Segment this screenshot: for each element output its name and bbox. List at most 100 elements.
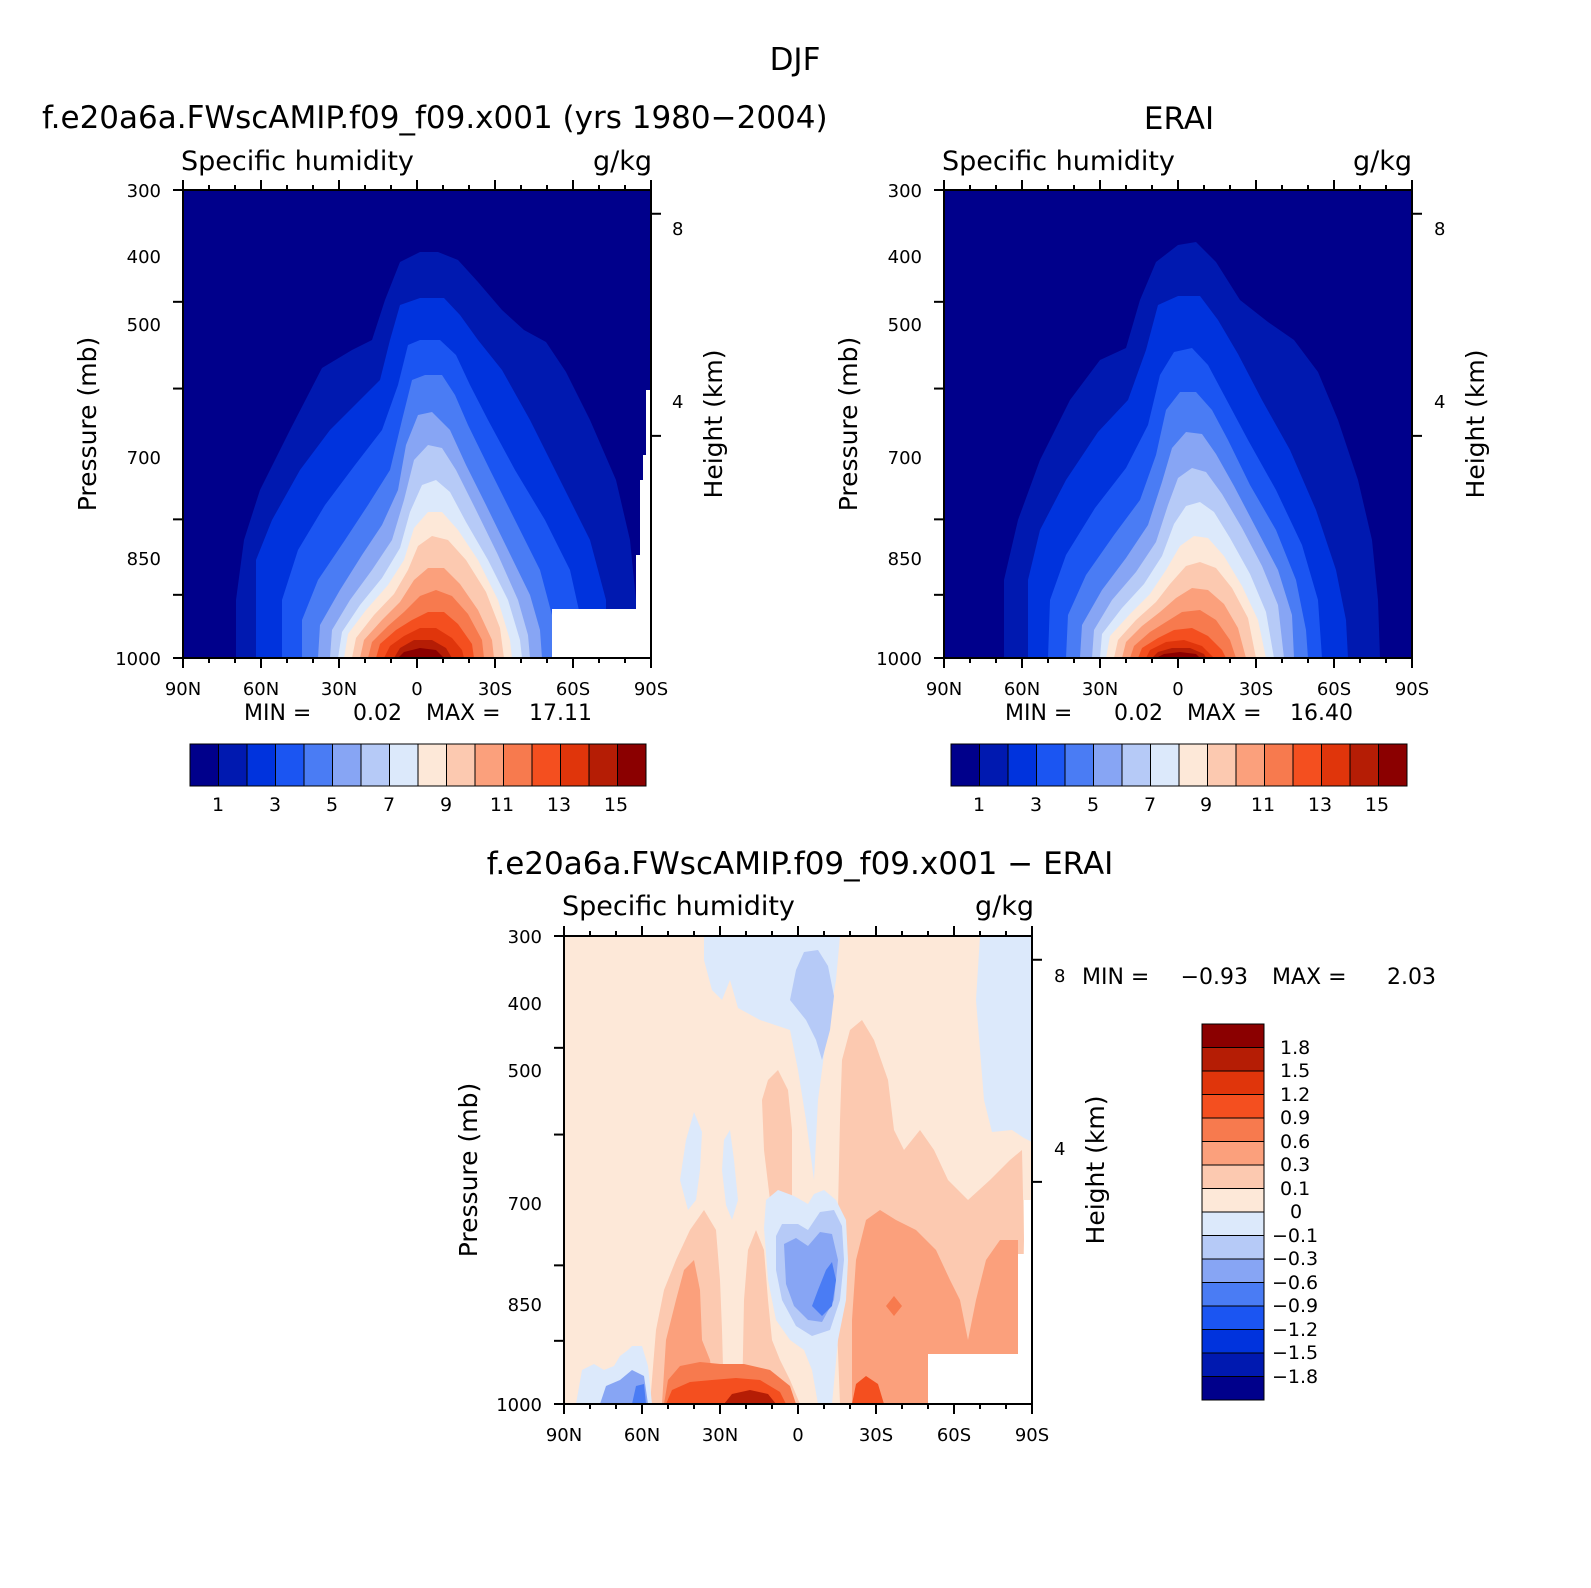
panel-erai-max-label: MAX = [1187, 701, 1262, 726]
diff-positive-ridge [886, 1296, 902, 1316]
colorbar-swatch [1349, 743, 1379, 787]
panel-model-axes [173, 180, 661, 668]
colorbar-swatch [332, 743, 362, 787]
ytick-label: 1000 [115, 649, 161, 670]
panel-difference-ytick-labels: 300 400 500 700 850 1000 [496, 927, 542, 1416]
panel-difference-units: g/kg [975, 891, 1034, 922]
colorbar-label: 0.3 [1280, 1154, 1310, 1176]
xtick-label: 60S [1317, 679, 1351, 700]
ytick-label: 300 [888, 181, 922, 202]
xtick-label: 0 [1172, 679, 1183, 700]
xtick-label: 60N [243, 679, 279, 700]
panel-erai-max-value: 16.40 [1290, 701, 1353, 726]
panel-erai-title: ERAI [1144, 101, 1214, 137]
colorbar-swatch [588, 743, 618, 787]
xtick-label: 30S [478, 679, 512, 700]
xtick-label: 60N [624, 1425, 660, 1446]
colorbar-swatch [1201, 1023, 1265, 1048]
contour-level-16 [398, 648, 444, 658]
panel-difference-colorbar-labels: 1.8 1.5 1.2 0.9 0.6 0.3 0.1 0 −0.1 −0.3 … [1272, 1037, 1318, 1388]
ytick-label: 300 [127, 181, 161, 202]
colorbar-label: 0 [1290, 1201, 1302, 1223]
diff-positive-lower-center [742, 1230, 800, 1404]
colorbar-swatch [1264, 743, 1294, 787]
colorbar-swatch [1201, 1235, 1265, 1260]
colorbar-swatch [1201, 1258, 1265, 1283]
colorbar-swatch [360, 743, 390, 787]
ytick-label: 500 [508, 1061, 542, 1082]
colorbar-label: 1.8 [1280, 1037, 1310, 1059]
ytick-label: 850 [888, 549, 922, 570]
colorbar-swatch [1201, 1164, 1265, 1189]
colorbar-label: 13 [547, 794, 571, 816]
diff-positive-surface-max [724, 1390, 776, 1404]
colorbar-swatch [474, 743, 504, 787]
colorbar-swatch [417, 743, 447, 787]
colorbar-swatch [275, 743, 305, 787]
panel-model-title: f.e20a6a.FWscAMIP.f09_f09.x001 (yrs 1980… [42, 100, 828, 136]
ytick-label: 700 [127, 448, 161, 469]
panel-difference-colorbar [1201, 1023, 1265, 1401]
missing-data-topography [552, 390, 651, 658]
colorbar-swatch [1201, 1211, 1265, 1236]
diff-positive-surface-south [852, 1376, 884, 1404]
panel-model-y2tick-label: 4 [672, 392, 683, 413]
diff-negative-low-center [812, 1262, 836, 1316]
xtick-label: 90S [1395, 679, 1429, 700]
diff-negative-upper-core [790, 950, 834, 1060]
panel-model-max-label: MAX = [426, 701, 501, 726]
colorbar-label: 1 [973, 794, 985, 816]
panel-model-field [183, 190, 651, 658]
colorbar-label: 0.6 [1280, 1131, 1310, 1153]
panel-model-variable: Specific humidity [181, 146, 414, 177]
panel-erai-ylabel: Pressure (mb) [834, 337, 863, 511]
panel-difference-xtick-marks [563, 926, 1033, 1414]
xtick-label: 60S [937, 1425, 971, 1446]
colorbar-label: 11 [490, 794, 514, 816]
xtick-label: 30N [702, 1425, 738, 1446]
panel-difference: f.e20a6a.FWscAMIP.f09_f09.x001 − ERAI Sp… [454, 846, 1436, 1446]
colorbar-swatch [1201, 1329, 1265, 1354]
colorbar-label: 9 [440, 794, 452, 816]
diff-negative-north-tongue [722, 1130, 738, 1220]
colorbar-swatch [1201, 1117, 1265, 1142]
panel-erai-min-label: MIN = [1005, 701, 1072, 726]
colorbar-swatch [1201, 1094, 1265, 1119]
colorbar-swatch [531, 743, 561, 787]
colorbar-swatch [1093, 743, 1123, 787]
colorbar-swatch [1235, 743, 1265, 787]
colorbar-swatch [1064, 743, 1094, 787]
colorbar-swatch [1201, 1282, 1265, 1307]
panel-erai-y2tick-label: 4 [1434, 392, 1445, 413]
colorbar-label: −1.2 [1272, 1319, 1318, 1341]
colorbar-label: 13 [1308, 794, 1332, 816]
colorbar-label: 0.9 [1280, 1107, 1310, 1129]
ytick-label: 500 [127, 315, 161, 336]
colorbar-swatch [560, 743, 590, 787]
panel-erai-ytick-marks [934, 189, 1422, 659]
colorbar-swatch [246, 743, 276, 787]
panel-difference-title: f.e20a6a.FWscAMIP.f09_f09.x001 − ERAI [487, 846, 1114, 882]
colorbar-swatch [303, 743, 333, 787]
colorbar-label: 7 [383, 794, 395, 816]
xtick-label: 90S [1015, 1425, 1049, 1446]
ytick-label: 700 [508, 1194, 542, 1215]
panel-erai-variable: Specific humidity [942, 146, 1175, 177]
panel-model-min-value: 0.02 [353, 701, 402, 726]
panel-difference-y2label: Height (km) [1081, 1096, 1110, 1245]
colorbar-swatch [1036, 743, 1066, 787]
ytick-label: 400 [508, 994, 542, 1015]
colorbar-swatch [1150, 743, 1180, 787]
panel-erai-y2tick-label: 8 [1434, 219, 1445, 240]
panel-difference-field [564, 936, 1032, 1404]
colorbar-swatch [1321, 743, 1351, 787]
ytick-label: 500 [888, 315, 922, 336]
colorbar-swatch [446, 743, 476, 787]
colorbar-label: −0.1 [1272, 1225, 1318, 1247]
colorbar-swatch [1178, 743, 1208, 787]
colorbar-label: −0.3 [1272, 1248, 1318, 1270]
colorbar-label: 15 [604, 794, 628, 816]
colorbar-label: 0.1 [1280, 1178, 1310, 1200]
ytick-label: 850 [127, 549, 161, 570]
panel-model: f.e20a6a.FWscAMIP.f09_f09.x001 (yrs 1980… [42, 100, 828, 816]
